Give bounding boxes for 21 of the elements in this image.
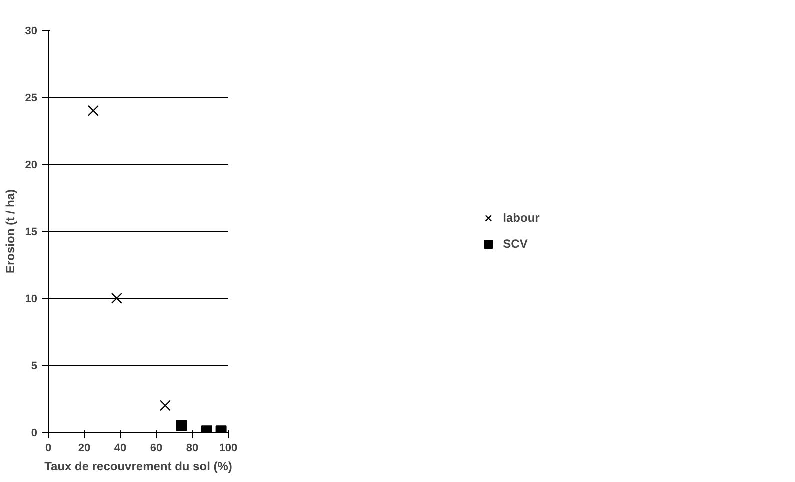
legend-label: SCV (503, 237, 528, 251)
point (111, 292, 122, 304)
y-tick-label: 5 (31, 360, 38, 372)
x-tick-label: 20 (78, 442, 91, 454)
x-tick-label: 100 (219, 442, 238, 454)
y-tick-label: 15 (25, 226, 38, 238)
x-tick-label: 40 (114, 442, 127, 454)
point (88, 105, 100, 116)
point (160, 400, 172, 412)
y-tick-label: 10 (25, 294, 38, 306)
x-tick-label: 60 (150, 442, 163, 454)
y-tick-label: 30 (25, 26, 38, 38)
legend-label: labour (503, 211, 540, 225)
x-tick-label: 0 (45, 442, 52, 454)
y-tick-label: 25 (25, 92, 38, 104)
x-axis-title: Taux de recouvrement du sol (%) (44, 460, 232, 474)
x-tick-label: 80 (186, 442, 199, 454)
y-tick-label: 20 (25, 160, 38, 172)
y-tick-label: 0 (31, 428, 38, 440)
point (176, 420, 188, 432)
y-axis-title: Erosion (t / ha) (3, 189, 18, 274)
